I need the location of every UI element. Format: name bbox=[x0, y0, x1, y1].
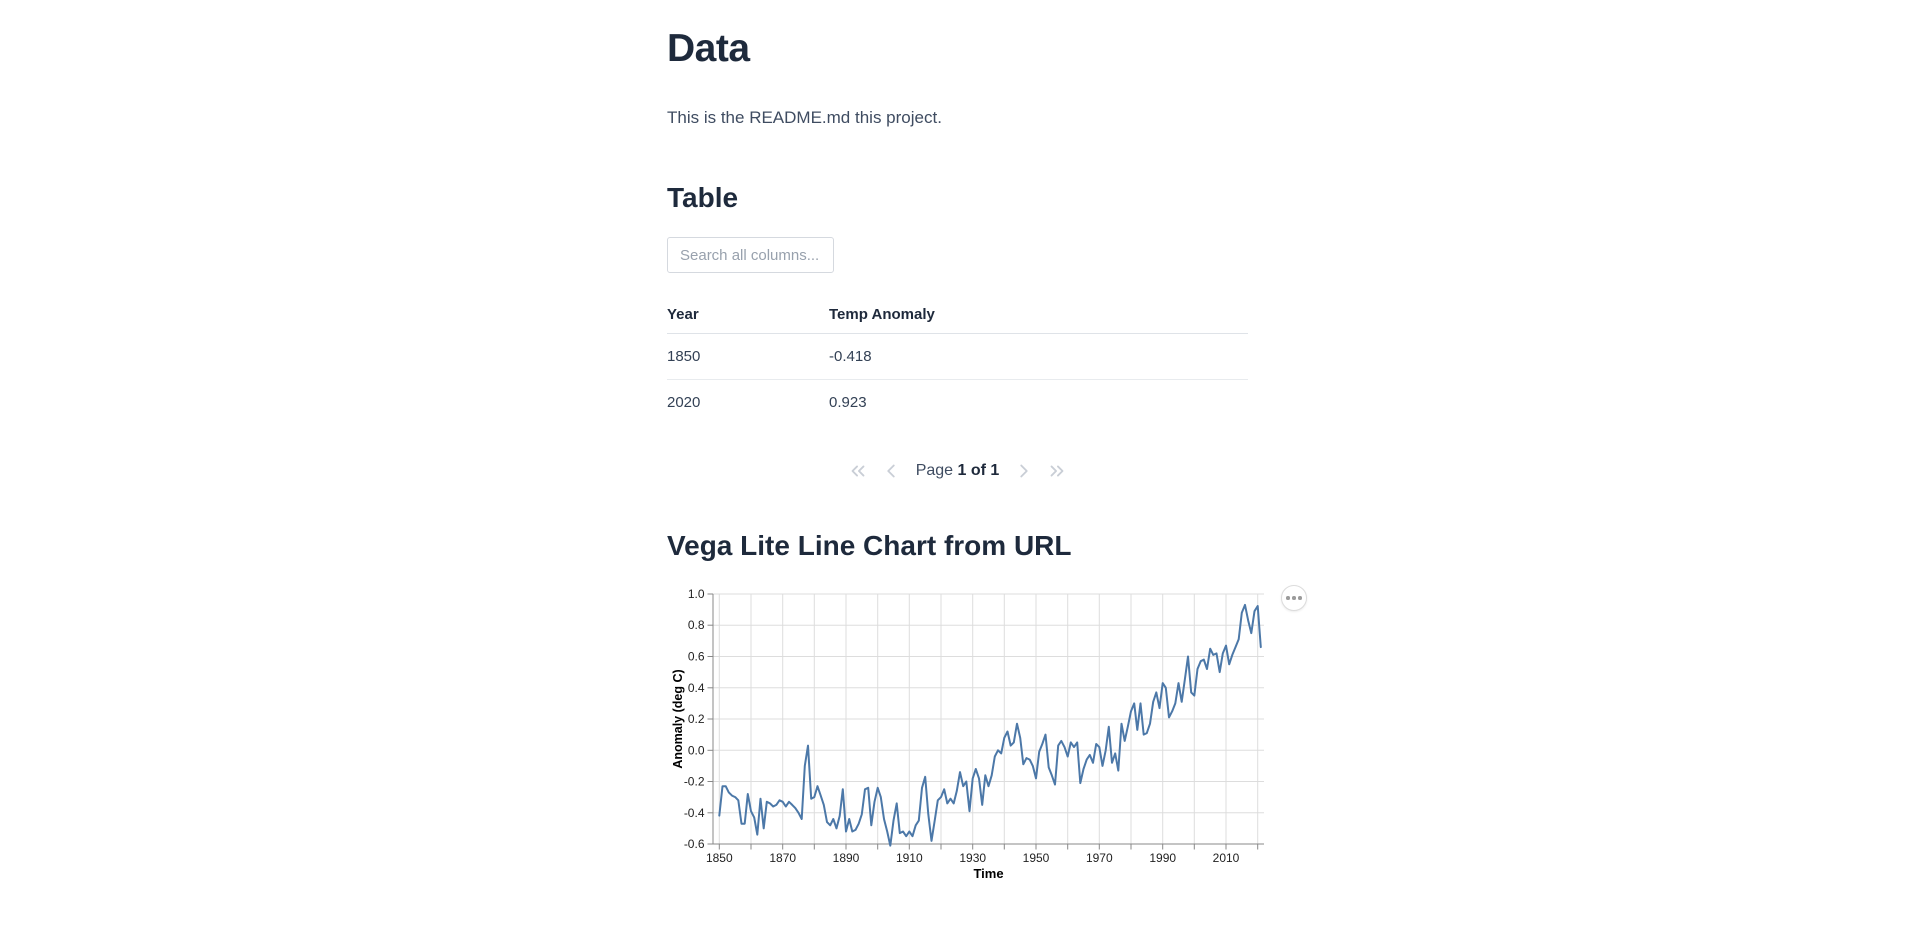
column-header: Year bbox=[667, 306, 699, 324]
svg-text:-0.6: -0.6 bbox=[684, 837, 705, 851]
column-header: Temp Anomaly bbox=[829, 306, 935, 324]
pagination: Page 1 of 1 bbox=[667, 456, 1248, 486]
vega-line-chart: 1.0 0.8 0.6 0.4 0.2 0.0 -0.2 -0.4 -0.6 1850 1870 18… bbox=[660, 585, 1360, 905]
axes bbox=[707, 593, 1264, 850]
main-content: Data This is the README.md this project.… bbox=[667, 0, 1307, 915]
ellipsis-icon bbox=[1286, 596, 1290, 600]
y-axis-labels: 1.0 0.8 0.6 0.4 0.2 0.0 -0.2 -0.4 -0.6 bbox=[684, 587, 705, 851]
svg-text:0.4: 0.4 bbox=[688, 681, 705, 695]
table-cell: 2020 bbox=[667, 394, 701, 412]
last-page-button[interactable] bbox=[1045, 459, 1069, 483]
table-heading: Table bbox=[667, 182, 739, 214]
chart-container: 1.0 0.8 0.6 0.4 0.2 0.0 -0.2 -0.4 -0.6 1850 1870 18… bbox=[667, 585, 1307, 915]
svg-text:1.0: 1.0 bbox=[688, 587, 705, 601]
table-row: 2020 0.923 bbox=[667, 380, 1248, 425]
svg-text:1850: 1850 bbox=[706, 851, 733, 865]
svg-text:1870: 1870 bbox=[769, 851, 796, 865]
first-page-button[interactable] bbox=[846, 459, 870, 483]
page-indicator: Page 1 of 1 bbox=[912, 462, 1004, 480]
svg-text:1970: 1970 bbox=[1086, 851, 1113, 865]
chevrons-double-left-icon bbox=[851, 465, 865, 477]
x-axis-title: Time bbox=[973, 866, 1003, 881]
chevron-left-icon bbox=[887, 464, 895, 478]
chevrons-double-right-icon bbox=[1050, 465, 1064, 477]
svg-text:1890: 1890 bbox=[833, 851, 860, 865]
table-header-row: Year Temp Anomaly bbox=[667, 293, 1248, 335]
page-value: 1 of 1 bbox=[957, 462, 1000, 480]
chart-heading: Vega Lite Line Chart from URL bbox=[667, 530, 1072, 562]
svg-text:0.8: 0.8 bbox=[688, 618, 705, 632]
intro-text: This is the README.md this project. bbox=[667, 107, 942, 127]
svg-text:1910: 1910 bbox=[896, 851, 923, 865]
table-cell: 0.923 bbox=[829, 394, 867, 412]
svg-text:0.0: 0.0 bbox=[688, 744, 705, 758]
chevron-right-icon bbox=[1020, 464, 1028, 478]
y-axis-title: Anomaly (deg C) bbox=[671, 670, 685, 769]
search-input[interactable] bbox=[667, 237, 834, 274]
svg-text:0.2: 0.2 bbox=[688, 712, 705, 726]
svg-text:1990: 1990 bbox=[1149, 851, 1176, 865]
svg-text:-0.2: -0.2 bbox=[684, 775, 705, 789]
data-table: Year Temp Anomaly 1850 -0.418 2020 0.923 bbox=[667, 293, 1248, 425]
svg-text:0.6: 0.6 bbox=[688, 650, 705, 664]
next-page-button[interactable] bbox=[1012, 459, 1036, 483]
svg-text:2010: 2010 bbox=[1213, 851, 1240, 865]
table-cell: 1850 bbox=[667, 348, 701, 366]
table-row: 1850 -0.418 bbox=[667, 334, 1248, 381]
svg-text:-0.4: -0.4 bbox=[684, 806, 705, 820]
gridlines bbox=[713, 593, 1264, 845]
chart-actions-button[interactable] bbox=[1281, 585, 1307, 612]
svg-text:1950: 1950 bbox=[1023, 851, 1050, 865]
page-title: Data bbox=[667, 27, 750, 70]
prev-page-button[interactable] bbox=[879, 459, 903, 483]
table-body: 1850 -0.418 2020 0.923 bbox=[667, 334, 1248, 425]
table-cell: -0.418 bbox=[829, 348, 872, 366]
x-axis-labels: 1850 1870 1890 1910 1930 1950 1970 1990 2010 bbox=[706, 851, 1240, 865]
svg-text:1930: 1930 bbox=[959, 851, 986, 865]
anomaly-line bbox=[718, 604, 1262, 847]
page-label: Page bbox=[915, 462, 954, 480]
